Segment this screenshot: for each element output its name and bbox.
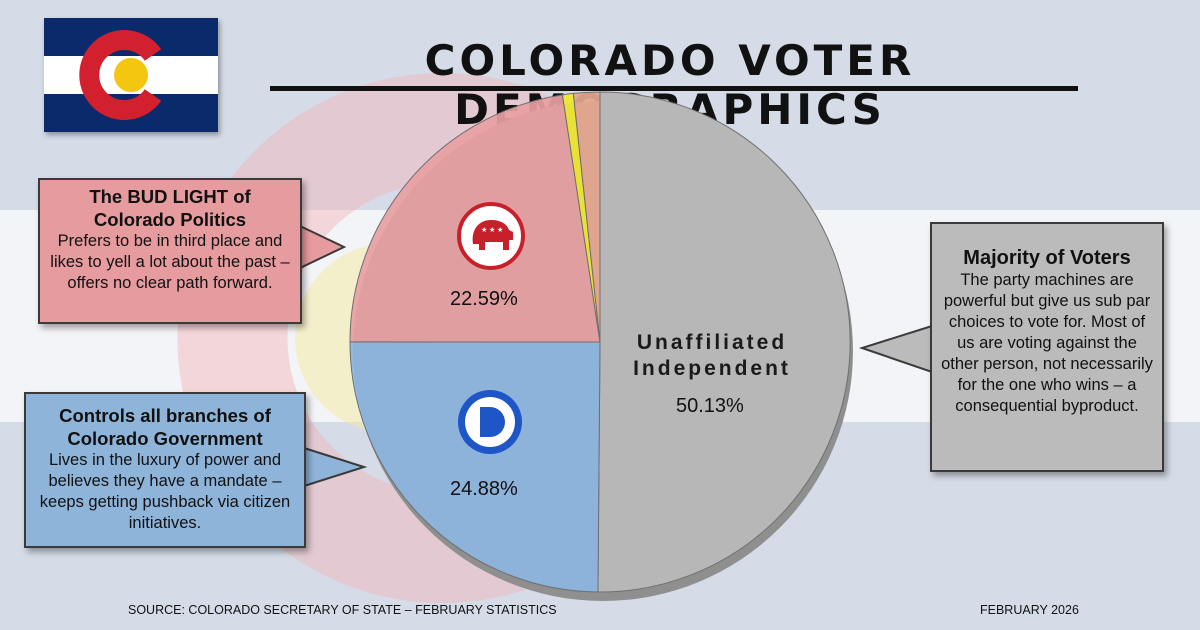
colorado-flag-icon [44,18,218,132]
ind-percent-label: 50.13% [676,395,744,417]
ind-callout-heading: Majority of Voters [963,247,1131,269]
democratic-d-icon [458,390,522,454]
dem-callout-body: Lives in the luxury of power and believe… [39,451,291,532]
ind-callout-body: The party machines are powerful but give… [941,271,1153,415]
dem-callout-pointer [303,446,368,488]
rep-callout-heading-1: The BUD LIGHT of [89,186,251,207]
date-footer: FEBRUARY 2026 [980,603,1079,617]
dem-callout-heading-1: Controls all branches of [59,405,271,426]
ind-label-line2: Independent [633,357,791,380]
ind-callout-box: Majority of Voters The party machines ar… [930,222,1164,472]
rep-callout-box: The BUD LIGHT of Colorado Politics Prefe… [38,178,302,324]
title-underline [270,86,1078,91]
ind-label-line1: Unaffiliated [636,331,788,354]
rep-callout-pointer [299,224,347,270]
pie-slice-unaffiliated-independent [597,91,851,593]
rep-callout-body: Prefers to be in third place and likes t… [50,232,290,292]
rep-percent-label: 22.59% [450,288,518,310]
republican-elephant-icon: ★ ★ ★ [457,202,525,270]
dem-callout-box: Controls all branches of Colorado Govern… [24,392,306,548]
svg-text:★: ★ [497,226,503,234]
pie-slice-democratic [349,341,601,593]
dem-percent-label: 24.88% [450,478,518,500]
dem-callout-heading-2: Colorado Government [67,428,263,449]
rep-callout-heading-2: Colorado Politics [93,209,247,230]
pie-slice-other-salmon [572,91,601,343]
svg-text:★: ★ [481,226,487,234]
ind-callout-pointer [858,324,933,374]
ind-slice-label: Unaffiliated Independent [612,330,812,382]
source-footer: SOURCE: COLORADO SECRETARY OF STATE – FE… [128,603,557,617]
svg-text:★: ★ [489,226,495,234]
